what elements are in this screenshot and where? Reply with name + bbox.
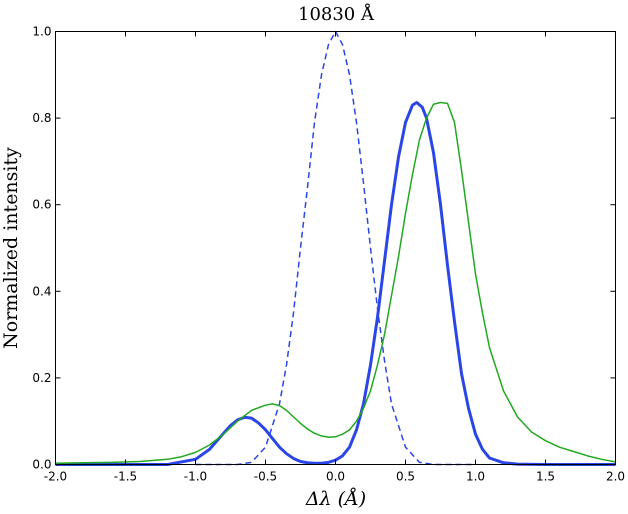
series-line-1 [55, 101, 616, 466]
x-tick-label: -2.0 [44, 470, 67, 484]
y-tick-label: 0.2 [32, 371, 51, 385]
series-line-2 [55, 101, 616, 464]
x-axis-label: Δλ (Å) [305, 488, 366, 510]
x-tick-label: -0.5 [254, 470, 277, 484]
plot-area-frame [55, 31, 616, 465]
x-tick-label: 1.5 [536, 470, 555, 484]
y-tick-label: 0.8 [32, 111, 51, 125]
y-tick-label: 0.6 [32, 198, 51, 212]
x-tick-label: -1.0 [184, 470, 207, 484]
x-tick-label: -1.5 [114, 470, 137, 484]
y-axis-label: Normalized intensity [0, 147, 22, 349]
series-line-0 [195, 30, 476, 466]
y-tick-label: 0.0 [32, 458, 51, 472]
series-layer [55, 30, 616, 466]
y-tick-label: 1.0 [32, 25, 51, 39]
chart-title: 10830 Å [298, 3, 375, 25]
y-tick-label: 0.4 [32, 284, 51, 298]
x-tick-label: 0.0 [326, 470, 345, 484]
x-tick-label: 1.0 [466, 470, 485, 484]
x-tick-label: 0.5 [396, 470, 415, 484]
ticks-layer: -2.0 -1.5 -1.0 -0.5 0.0 0.5 1.0 1.5 2.0 0.0 0.2 0.4… [32, 25, 625, 484]
x-tick-label: 2.0 [606, 470, 625, 484]
